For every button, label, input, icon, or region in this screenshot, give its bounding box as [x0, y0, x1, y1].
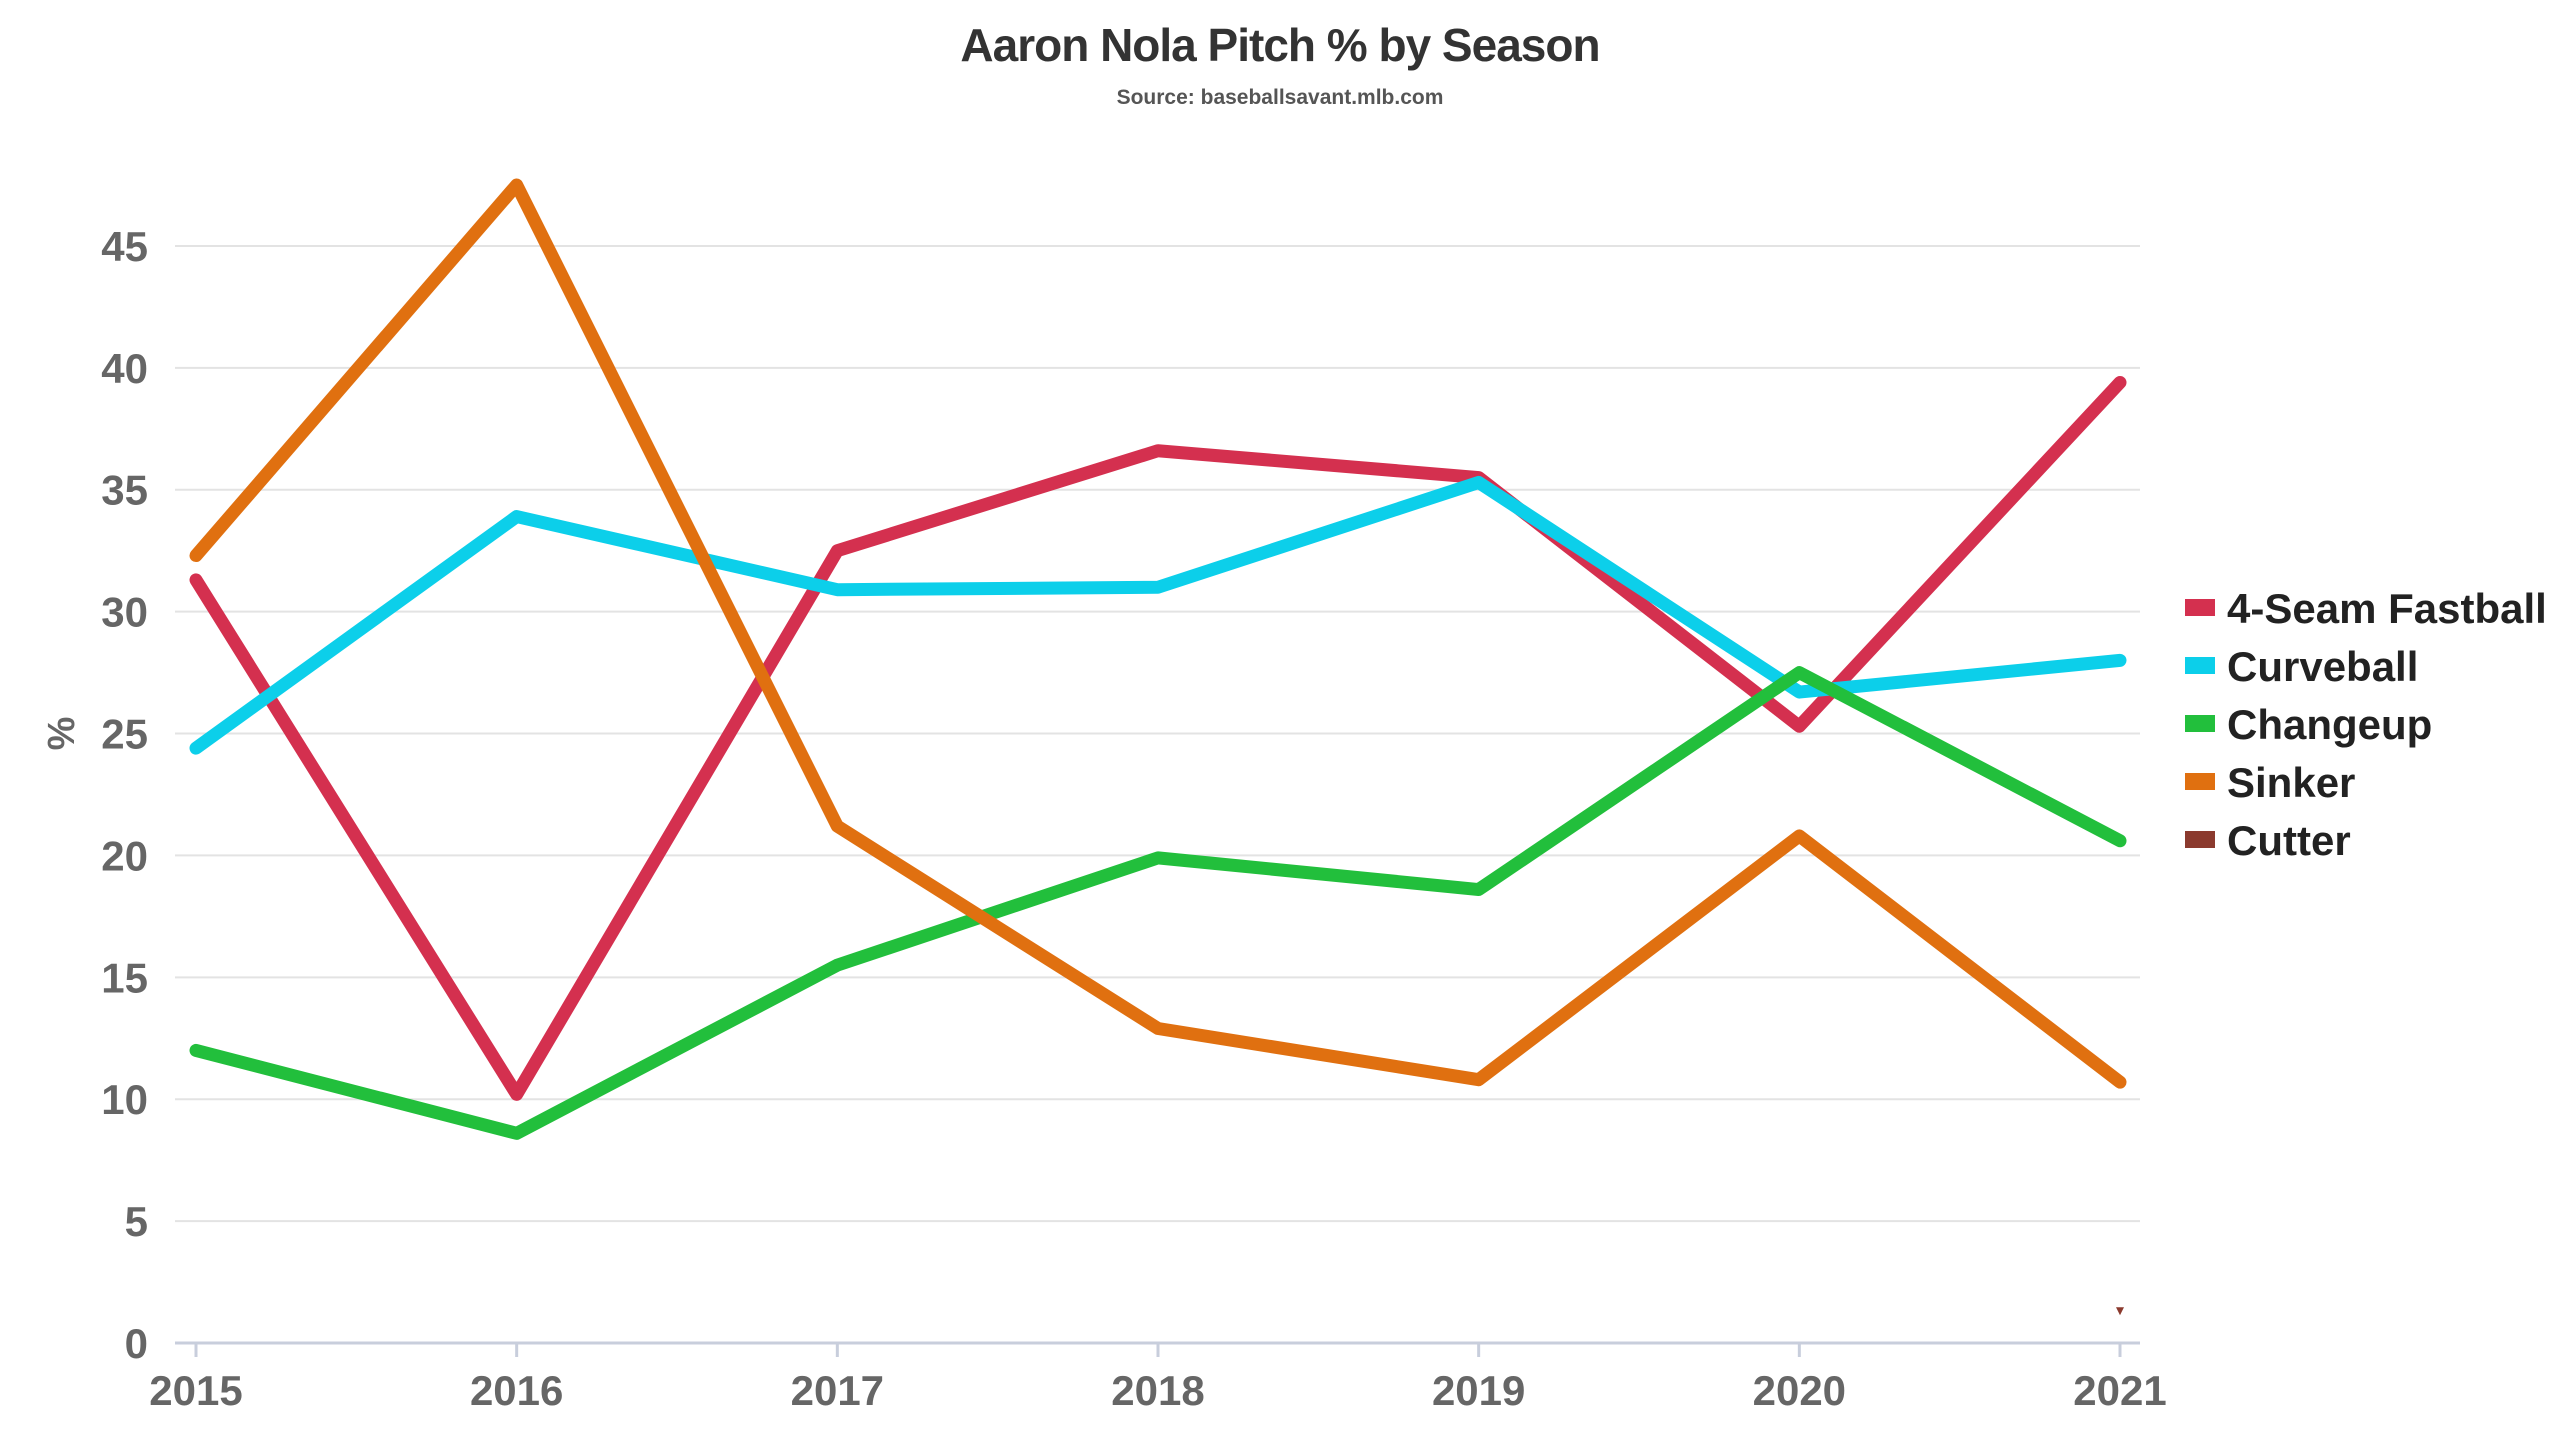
legend-swatch-sinker	[2185, 773, 2215, 790]
series-line-changeup	[189, 666, 2127, 1140]
legend-label-sinker: Sinker	[2227, 759, 2355, 806]
x-tick-label: 2015	[149, 1367, 242, 1414]
x-tick-label: 2018	[1111, 1367, 1204, 1414]
series-point-cutter	[2116, 1307, 2124, 1316]
legend-swatch-cutter	[2185, 831, 2215, 848]
chart-title: Aaron Nola Pitch % by Season	[960, 19, 1600, 71]
y-tick-label: 0	[125, 1320, 148, 1367]
legend-swatch-changeup	[2185, 715, 2215, 732]
y-tick-label: 15	[101, 954, 148, 1001]
legend-label-cutter: Cutter	[2227, 817, 2351, 864]
x-tick-label: 2020	[1753, 1367, 1846, 1414]
y-tick-label: 10	[101, 1076, 148, 1123]
series-line-sinker	[189, 178, 2127, 1089]
y-tick-label: 35	[101, 467, 148, 514]
series-line-curveball	[189, 475, 2127, 755]
x-tick-label: 2016	[470, 1367, 563, 1414]
legend-swatch-curveball	[2185, 657, 2215, 674]
legend-label-changeup: Changeup	[2227, 701, 2432, 748]
y-tick-label: 5	[125, 1198, 148, 1245]
series-line-4-seam-fastball	[189, 375, 2127, 1101]
x-tick-label: 2017	[791, 1367, 884, 1414]
y-tick-label: 30	[101, 589, 148, 636]
y-tick-label: 20	[101, 832, 148, 879]
legend: 4-Seam Fastball Curveball Changeup Sinker Cu…	[2185, 585, 2547, 864]
y-tick-label: 40	[101, 345, 148, 392]
x-tick-label: 2019	[1432, 1367, 1525, 1414]
x-tick-label: 2021	[2073, 1367, 2166, 1414]
y-axis-title: %	[41, 717, 83, 751]
gridlines	[175, 244, 2140, 1223]
series-lines	[189, 178, 2127, 1316]
axes: 0 5 10 15 20 25 30 35 40 45 2015 2016 2017 2018 2019 20…	[41, 223, 2167, 1414]
y-tick-label: 25	[101, 711, 148, 758]
legend-label-4-seam-fastball: 4-Seam Fastball	[2227, 585, 2547, 632]
chart-subtitle: Source: baseballsavant.mlb.com	[1116, 86, 1444, 109]
legend-swatch-4-seam-fastball	[2185, 599, 2215, 616]
legend-label-curveball: Curveball	[2227, 643, 2418, 690]
y-tick-label: 45	[101, 223, 148, 270]
